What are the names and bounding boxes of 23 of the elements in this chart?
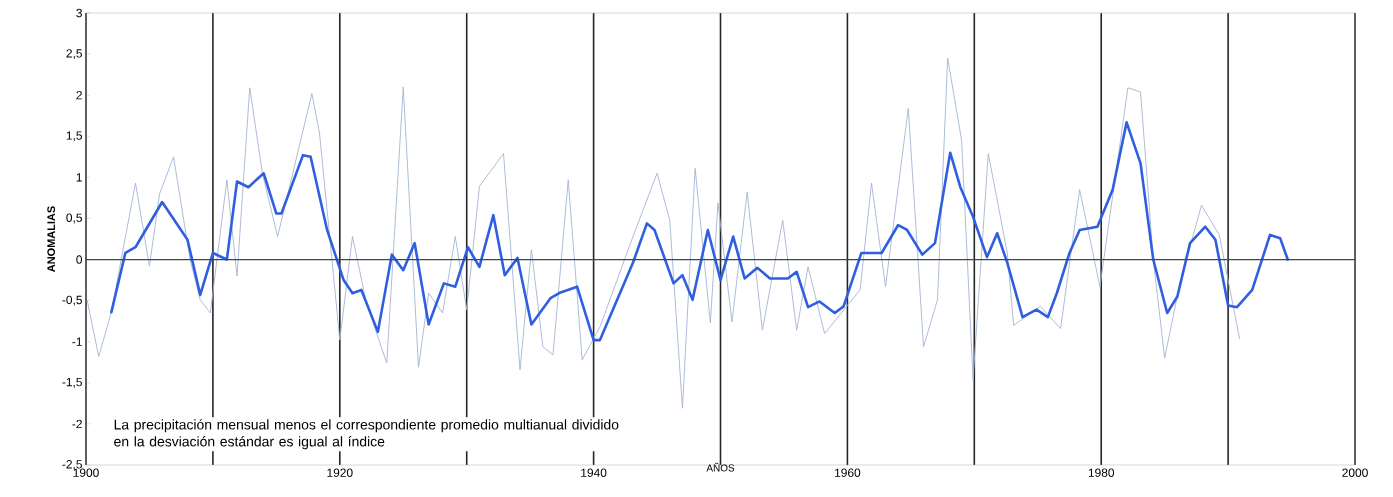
x-tick-label: 1920 [327,468,353,477]
y-tick-label: -2 [72,419,82,429]
x-tick-label: 1980 [1088,468,1115,477]
line-series [86,57,1240,409]
x-tick-label: 2000 [1342,468,1368,477]
annotation: La precipitación mensual menos el correspondiente promedio multianual dividido en la desviación estándar es igual al índice [114,419,619,450]
y-tick-label: -1 [72,337,82,346]
y-tick-label: 0 [76,255,83,264]
y-tick-label: -0,5 [62,295,82,306]
y-tick-label: -1,5 [62,377,82,388]
x-tick-label: 1960 [835,468,861,477]
y-tick-label: 2 [76,91,82,100]
y-tick-label: -2,5 [62,460,82,470]
y-tick-label: 1 [76,173,82,182]
y-tick-label: 1,5 [66,131,82,142]
y-tick-label: 3 [76,8,82,18]
x-tick-label: 1940 [581,468,607,477]
line-series [110,121,1290,342]
y-axis-title: ANOMALIAS [47,206,56,272]
y-tick-label: 2,5 [66,49,82,60]
y-tick-label: 0,5 [66,213,82,224]
x-tick-label: 1900 [73,468,99,477]
x-axis-title: AÑOS [706,462,735,472]
